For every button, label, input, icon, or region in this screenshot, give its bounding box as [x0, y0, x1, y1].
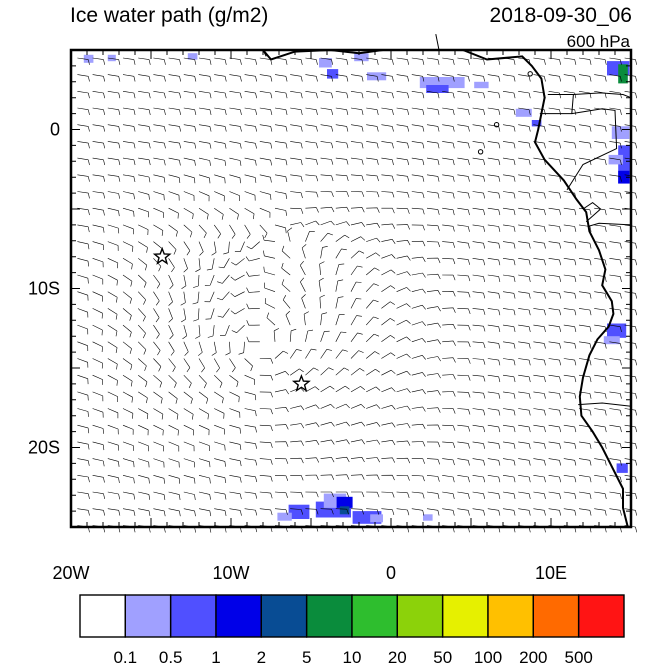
axis-ticks: 20W 10W 0 10E 0 10S 20S [28, 49, 632, 583]
coastline-path [262, 48, 629, 528]
ice-patch [319, 58, 332, 68]
colorbar-swatch [578, 594, 625, 638]
colorbar-label: 0.1 [113, 648, 137, 667]
pressure-level: 600 hPa [567, 32, 631, 51]
ice-water-path-shading [83, 53, 631, 524]
ice-patch [107, 54, 116, 62]
colorbar-swatch [351, 594, 398, 638]
x-tick-label: 0 [386, 563, 396, 583]
ice-patch [288, 504, 310, 519]
ice-patch [607, 323, 627, 338]
country-border [587, 222, 632, 227]
ice-patch [618, 64, 628, 84]
ice-patch [603, 336, 620, 345]
colorbar-swatch [306, 594, 353, 638]
colorbar-swatch [532, 594, 580, 638]
y-tick-label: 0 [50, 120, 60, 140]
island [527, 71, 533, 77]
colorbar-label: 100 [474, 648, 502, 667]
colorbar-swatch [442, 594, 489, 638]
country-border [573, 92, 632, 99]
colorbar-label: 0.5 [159, 648, 183, 667]
ice-patch [618, 170, 630, 184]
ice-patch [423, 514, 433, 521]
wind-barb-field [77, 57, 637, 533]
colorbar-label: 500 [565, 648, 593, 667]
ice-patch [354, 53, 369, 62]
colorbar-label: 1 [211, 648, 220, 667]
ice-patch [187, 53, 198, 60]
x-tick-label: 10W [212, 563, 249, 583]
island [493, 122, 500, 128]
country-border [539, 94, 574, 115]
ice-patch [531, 120, 542, 127]
y-tick-label: 10S [28, 279, 60, 299]
colorbar-swatch [487, 594, 534, 638]
y-tick-label: 20S [28, 438, 60, 458]
ice-patch [426, 85, 449, 93]
ice-patch [419, 77, 465, 89]
colorbar-label: 2 [257, 648, 266, 667]
ice-patch [616, 463, 628, 473]
x-tick-label: 20W [52, 563, 89, 583]
map-frame [69, 48, 633, 529]
colorbar-label: 50 [433, 648, 452, 667]
ice-patch [327, 69, 339, 79]
ice-patch [474, 81, 489, 89]
colorbar-label: 20 [388, 648, 407, 667]
ice-patch [339, 506, 350, 515]
island [477, 149, 484, 155]
colorbar-swatch [124, 594, 172, 638]
country-border [566, 108, 618, 191]
colorbar-swatch [169, 594, 217, 638]
tick-marks [70, 49, 632, 528]
country-border [435, 34, 440, 51]
ice-patch [336, 496, 353, 508]
colorbar-swatch [215, 594, 262, 638]
colorbar-swatch [79, 594, 126, 638]
ice-patch [370, 514, 383, 523]
ice-patch [83, 54, 94, 63]
ice-patch [277, 512, 292, 521]
country-border [578, 402, 632, 407]
colorbar-label: 10 [343, 648, 362, 667]
wind-barbs [77, 57, 637, 533]
colorbar-swatch [396, 594, 444, 638]
colorbar: 0.1 0.5 1 2 5 10 20 50 100 200 500 [79, 594, 625, 667]
ice-patch [608, 154, 623, 165]
map-datetime: 2018-09-30_06 [490, 4, 632, 27]
colorbar-swatch [260, 594, 308, 638]
x-tick-label: 10E [535, 563, 567, 583]
map-title: Ice water path (g/m2) [70, 4, 268, 27]
colorbar-label: 200 [519, 648, 547, 667]
star-marker [291, 373, 311, 393]
star-marker [152, 246, 172, 265]
ice-patch [515, 108, 532, 117]
country-border [582, 201, 602, 223]
storm-markers [152, 246, 311, 393]
colorbar-label: 5 [302, 648, 311, 667]
